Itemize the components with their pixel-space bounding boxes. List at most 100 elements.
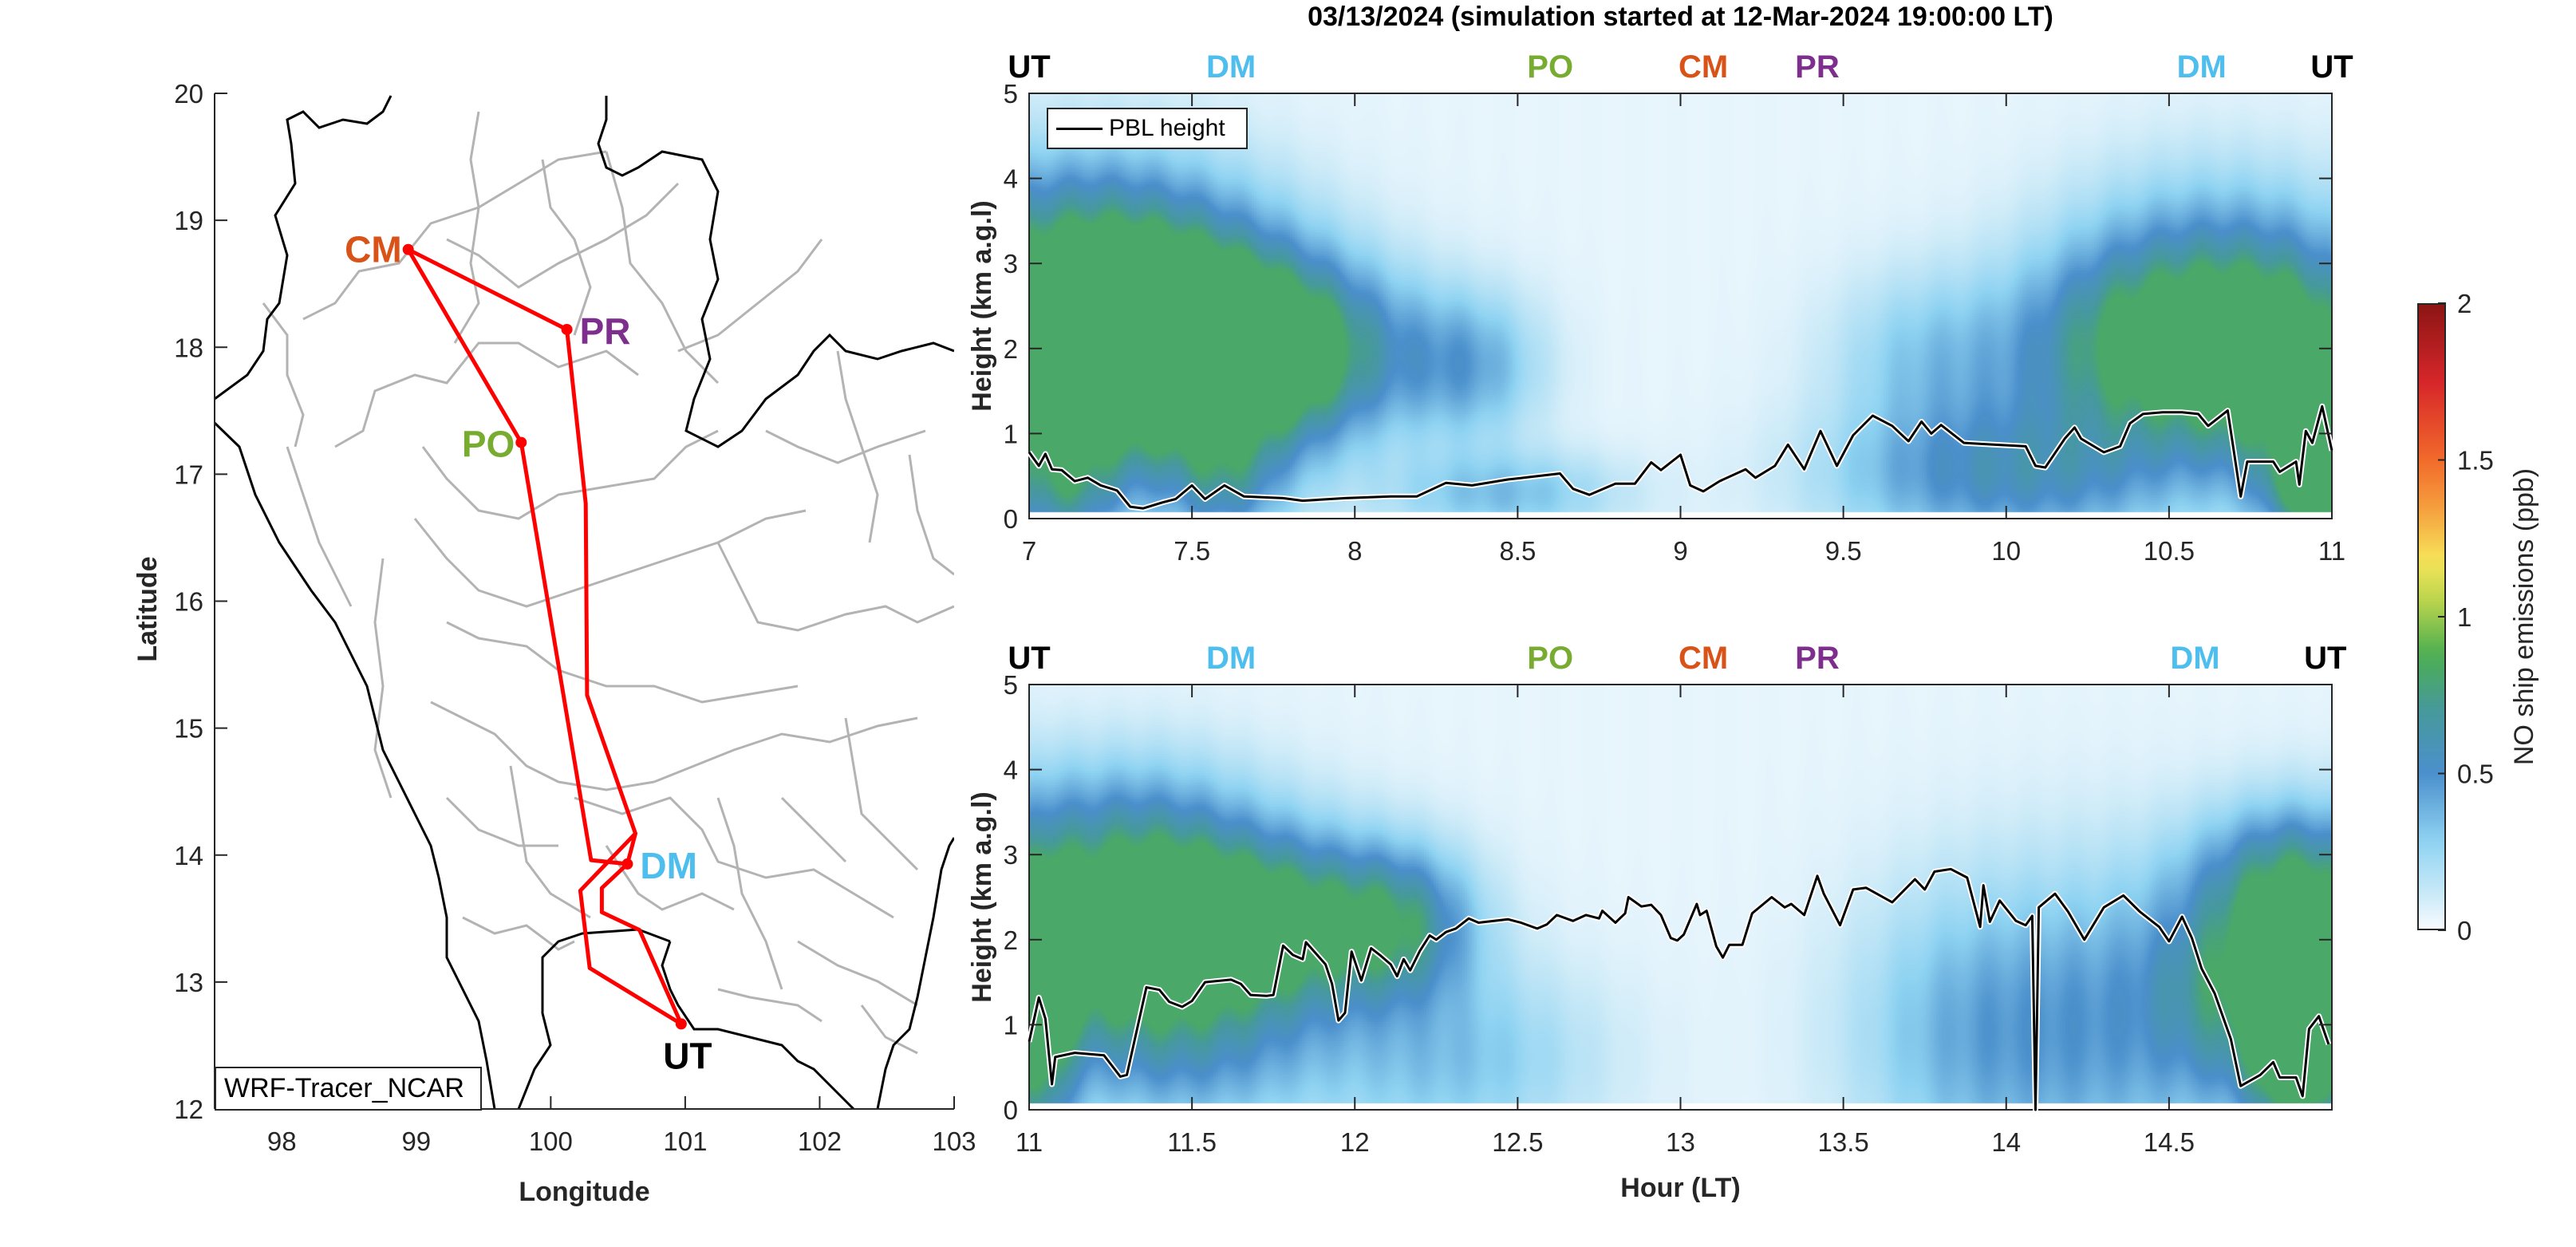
colorbar-tick-label: 0 (2457, 916, 2471, 945)
x-tick-label: 11.5 (1167, 1127, 1217, 1157)
map-y-tick-label: 18 (174, 333, 203, 362)
province-boundary (430, 700, 655, 791)
map-x-tick-label: 102 (798, 1127, 842, 1156)
y-tick-label: 1 (1004, 1010, 1018, 1040)
site-marker-label-cm: CM (1679, 49, 1728, 85)
province-boundary (302, 150, 607, 321)
province-boundary (605, 845, 735, 911)
province-boundary (286, 446, 353, 607)
map-y-axis-label: Latitude (132, 556, 163, 661)
colorbar-label: NO ship emissions (ppb) (2509, 468, 2539, 765)
site-label-po: PO (462, 424, 515, 465)
bottom-x-axis-label: Hour (LT) (1620, 1173, 1740, 1203)
y-tick-label: 5 (1004, 670, 1018, 700)
province-boundary (413, 509, 807, 608)
site-label-ut: UT (663, 1035, 712, 1076)
bottom-y-axis-label: Height (km a.g.l) (967, 791, 997, 1002)
national-border (215, 421, 496, 1109)
province-boundary (541, 159, 592, 336)
map-axes: 98 99 100 101 102 103 12 13 14 15 16 17 18 19 20 (174, 79, 976, 1156)
site-marker-po (515, 436, 527, 448)
heatmap-bottom (1029, 685, 2332, 1110)
site-marker-label-dm: DM (1206, 49, 1256, 85)
x-tick-label: 8 (1347, 536, 1362, 566)
province-boundary (605, 151, 720, 385)
province-boundary (860, 1004, 918, 1055)
y-tick-label: 2 (1004, 334, 1018, 364)
site-label-dm: DM (640, 845, 697, 886)
site-marker-label-ut: UT (1008, 49, 1050, 85)
x-tick-label: 7.5 (1174, 536, 1210, 566)
colorbar-tick-label: 1.5 (2457, 446, 2494, 476)
province-boundary (574, 796, 894, 919)
pbl-legend-line-icon (1056, 127, 1103, 130)
pbl-legend-label: PBL height (1109, 115, 1225, 141)
site-label-cm: CM (345, 229, 402, 270)
map-x-tick-label: 100 (529, 1127, 573, 1156)
figure-title: 03/13/2024 (simulation started at 12-Mar… (1308, 2, 2053, 32)
y-tick-label: 0 (1004, 504, 1018, 534)
province-boundary (446, 182, 680, 289)
site-marker-label-ut: UT (2310, 49, 2353, 85)
top-y-axis-label: Height (km a.g.l) (967, 200, 997, 411)
national-border (661, 941, 855, 1109)
site-marker-label-ut: UT (1008, 641, 1050, 676)
y-tick-label: 1 (1004, 419, 1018, 448)
site-marker-label-dm: DM (2170, 641, 2219, 676)
colorbar-tick-label: 0.5 (2457, 760, 2494, 789)
province-boundary (445, 796, 558, 847)
x-tick-label: 13 (1666, 1127, 1695, 1157)
province-boundary (373, 558, 393, 799)
province-boundary (334, 341, 639, 448)
pbl-height-line (1028, 867, 2330, 1111)
map-y-tick-label: 16 (174, 587, 203, 617)
pbl-height-line (1028, 404, 2333, 510)
x-tick-label: 14 (1991, 1127, 2021, 1157)
province-boundary (262, 302, 305, 448)
map-y-tick-label: 17 (174, 460, 203, 489)
x-tick-label: 11 (2318, 536, 2345, 566)
y-tick-label: 2 (1004, 925, 1018, 955)
model-label-box: WRF-Tracer_NCAR (215, 1067, 482, 1111)
province-boundary (797, 940, 918, 1007)
province-boundary (653, 716, 918, 783)
map-y-tick-label: 12 (174, 1095, 203, 1124)
province-boundary (453, 111, 480, 344)
map-y-tick-label: 19 (174, 206, 203, 235)
y-tick-label: 4 (1004, 756, 1018, 785)
y-tick-label: 4 (1004, 164, 1018, 194)
x-tick-label: 13.5 (1818, 1127, 1869, 1157)
province-boundary (716, 797, 783, 990)
x-tick-label: 10 (1991, 536, 2021, 566)
map-x-axis-label: Longitude (519, 1177, 649, 1207)
province-boundary (717, 988, 823, 1023)
province-boundary (780, 796, 847, 863)
site-marker-pr (561, 323, 573, 335)
map-boundaries (215, 95, 954, 1109)
province-boundary (446, 621, 799, 704)
site-label-pr: PR (580, 310, 631, 352)
site-markers: CM PR PO DM UT (345, 229, 712, 1077)
map-x-tick-label: 98 (267, 1127, 297, 1156)
province-boundary (677, 239, 823, 353)
site-marker-label-dm: DM (2177, 49, 2227, 85)
model-label: WRF-Tracer_NCAR (224, 1073, 464, 1103)
colorbar-tick-label: 1 (2457, 602, 2471, 632)
x-tick-label: 9.5 (1825, 536, 1862, 566)
pbl-legend: PBL height (1047, 108, 1248, 149)
colorbar-tick-label: 2 (2457, 289, 2471, 318)
site-marker-label-ut: UT (2304, 641, 2346, 676)
x-tick-label: 9 (1673, 536, 1687, 566)
province-boundary (462, 916, 575, 951)
national-border (215, 95, 393, 401)
site-marker-label-pr: PR (1795, 49, 1840, 85)
x-tick-label: 14.5 (2144, 1127, 2195, 1157)
map-y-tick-label: 14 (174, 841, 203, 870)
map-x-tick-label: 101 (663, 1127, 707, 1156)
site-marker-label-pr: PR (1795, 641, 1840, 676)
